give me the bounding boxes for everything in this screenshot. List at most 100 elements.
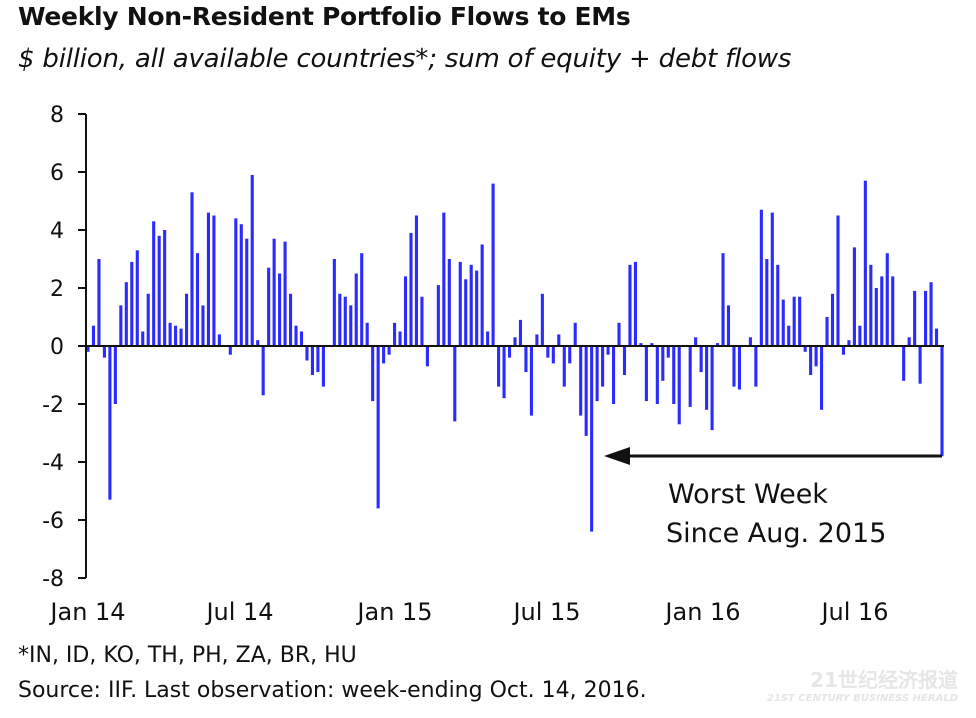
flow-bar: [343, 296, 347, 346]
flow-bar: [622, 346, 627, 375]
flow-bar: [792, 296, 796, 346]
flow-bar: [650, 343, 654, 346]
flow-bar: [278, 273, 282, 346]
flow-bar: [891, 276, 895, 346]
flow-bar: [283, 241, 287, 346]
flow-bar: [847, 340, 851, 346]
flow-bar: [201, 305, 205, 346]
flow-bar: [497, 346, 501, 387]
flow-bar: [195, 253, 200, 346]
y-tick-label: -2: [42, 393, 64, 418]
footnote-source: Source: IIF. Last observation: week-endi…: [18, 678, 647, 703]
flow-bar: [91, 325, 96, 346]
flow-bar: [830, 293, 835, 346]
flow-bar: [513, 337, 517, 346]
flow-bar: [464, 279, 468, 346]
flow-bar: [759, 209, 763, 346]
flow-bar: [562, 346, 566, 387]
flow-bar: [447, 259, 451, 346]
flow-bar: [261, 346, 265, 396]
flow-bar: [518, 319, 523, 346]
flow-bar: [776, 264, 780, 346]
flow-bar: [524, 346, 528, 373]
flow-bar: [507, 346, 512, 358]
flow-bar: [814, 346, 818, 367]
flow-bar: [113, 346, 117, 404]
flow-bar: [360, 253, 364, 346]
watermark-line1: 21世纪经济报道: [810, 668, 958, 692]
flow-bar: [644, 346, 648, 402]
flow-bar: [152, 221, 156, 346]
x-tick-label: Jul 16: [819, 598, 888, 626]
flow-bar: [469, 264, 473, 346]
y-tick-label: 4: [50, 219, 64, 244]
footnote-countries: *IN, ID, KO, TH, PH, ZA, BR, HU: [18, 643, 357, 668]
flow-bar: [929, 282, 933, 346]
flow-bar: [245, 238, 249, 346]
flow-bar: [913, 290, 917, 346]
flow-bar: [880, 276, 884, 346]
flow-bar: [174, 325, 178, 346]
flow-bar: [420, 296, 424, 346]
flow-bar: [108, 346, 112, 500]
flow-bar: [371, 346, 375, 402]
annotation-line1: Worst Week: [668, 479, 828, 510]
flow-bar: [902, 346, 906, 381]
flow-bar: [546, 346, 550, 358]
flow-bar: [765, 259, 769, 346]
flow-bar: [540, 293, 544, 346]
watermark-logo: 21世纪经济报道 21ST CENTURY BUSINESS HERALD: [767, 664, 958, 704]
flow-bar: [852, 247, 856, 346]
flow-bar: [190, 192, 194, 346]
flow-bar: [206, 212, 210, 346]
flow-bar: [376, 346, 380, 509]
flow-bar: [97, 259, 101, 346]
x-axis-ticks: Jan 14 Jul 14 Jan 15 Jul 15 Jan 16 Jul 16: [48, 598, 888, 626]
flow-bar: [135, 250, 139, 346]
flow-bar: [716, 343, 720, 346]
annotation-line2: Since Aug. 2015: [666, 518, 886, 549]
flow-bar: [907, 337, 911, 346]
flow-bar: [601, 346, 605, 387]
flow-bar: [102, 346, 106, 358]
bars-group: [86, 174, 944, 532]
flow-bar: [393, 322, 397, 346]
flow-bar: [798, 296, 802, 346]
flow-bar: [141, 331, 145, 346]
flow-bar: [217, 334, 221, 346]
flow-bar: [157, 235, 161, 346]
flow-bar: [557, 334, 561, 346]
flow-bar: [502, 346, 506, 399]
flow-bar: [453, 346, 457, 422]
watermark-line2: 21ST CENTURY BUSINESS HERALD: [766, 693, 958, 704]
flow-bar: [688, 346, 692, 407]
flow-bar: [321, 346, 325, 387]
flow-bar: [874, 288, 878, 346]
x-tick-label: Jan 16: [663, 598, 740, 626]
flow-bar: [748, 337, 752, 346]
flow-bar: [754, 346, 758, 387]
flow-bar: [825, 317, 829, 346]
flow-bar: [705, 346, 709, 410]
flow-bar: [365, 322, 369, 346]
flow-bar: [836, 215, 840, 346]
x-tick-label: Jul 14: [204, 598, 273, 626]
flow-bar: [491, 183, 495, 346]
flow-bar: [310, 346, 314, 375]
flow-bar: [338, 293, 342, 346]
flow-bar: [234, 218, 238, 346]
flow-bar: [590, 346, 594, 532]
flow-bar: [863, 180, 867, 346]
flow-bar: [354, 273, 358, 346]
flow-bar: [267, 267, 271, 346]
flow-bar: [272, 238, 276, 346]
flow-bar: [918, 346, 922, 384]
flow-bar: [130, 261, 134, 346]
flow-bar: [436, 285, 440, 346]
flow-bar: [250, 174, 254, 346]
flow-bar: [924, 290, 928, 346]
flow-bar: [858, 325, 862, 346]
flow-bar: [119, 305, 123, 346]
y-tick-label: -6: [42, 509, 64, 534]
